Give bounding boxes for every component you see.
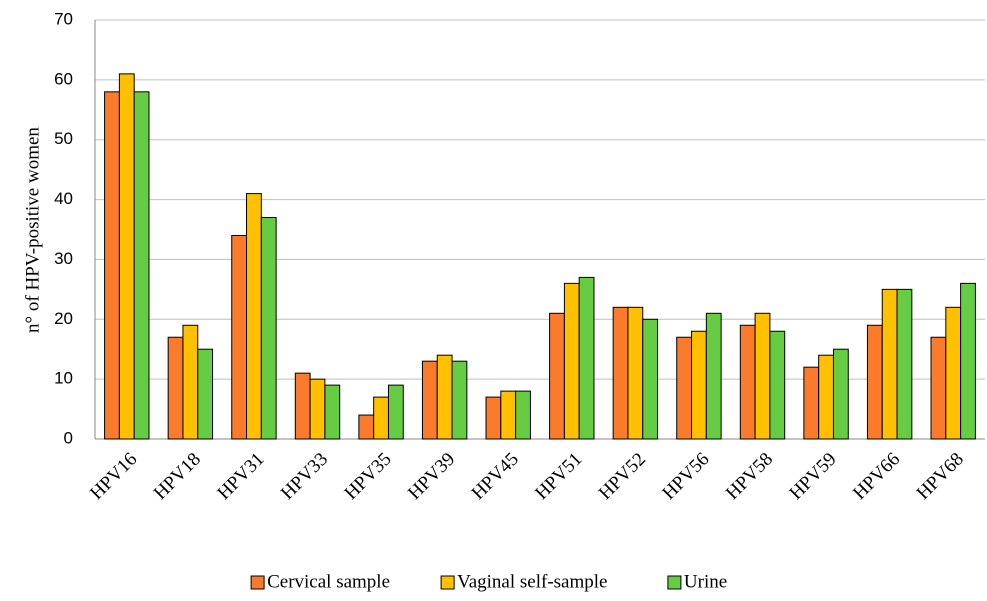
x-tick-label: HPV45 (468, 449, 523, 504)
legend-label: Vaginal self-sample (457, 571, 607, 592)
bar (421, 360, 438, 440)
bar (754, 312, 771, 440)
bar (373, 396, 389, 440)
y-axis-label: n° of HPV-positive women (22, 127, 43, 333)
bar (705, 312, 722, 440)
bar (387, 384, 404, 440)
bar (104, 91, 120, 440)
y-tick-label: 30 (54, 249, 73, 268)
legend-swatch (250, 575, 265, 590)
y-tick-label: 40 (54, 189, 73, 208)
legend-label: Urine (684, 571, 727, 592)
bar (642, 318, 659, 440)
bar (578, 276, 595, 440)
bar (485, 396, 502, 440)
bar (945, 306, 962, 440)
bar (896, 288, 913, 440)
bar (866, 324, 883, 440)
x-tick-label: HPV51 (531, 449, 586, 504)
bar (549, 312, 565, 440)
bar (515, 390, 531, 440)
x-tick-label: HPV16 (86, 449, 141, 504)
legend-swatch (667, 575, 682, 590)
bar (436, 354, 453, 440)
bar (739, 324, 756, 440)
x-tick-label: HPV39 (404, 449, 459, 504)
bar (231, 234, 248, 440)
bar (612, 306, 629, 440)
bar (294, 372, 311, 440)
bar (118, 73, 135, 440)
bar (324, 384, 341, 440)
bar (832, 348, 849, 440)
bar (691, 330, 707, 440)
bar (960, 282, 976, 440)
bar (197, 348, 214, 440)
bar (182, 324, 199, 440)
bar (627, 306, 644, 440)
x-tick-label: HPV52 (595, 449, 650, 504)
bar (358, 414, 375, 440)
bar (500, 390, 517, 440)
y-tick-label: 0 (64, 428, 73, 447)
bar (676, 336, 693, 440)
bar (451, 360, 468, 440)
x-tick-label: HPV58 (722, 449, 777, 504)
x-tick-label: HPV66 (849, 449, 904, 504)
bar (803, 366, 820, 440)
bar (167, 336, 184, 440)
bar (930, 336, 947, 440)
y-tick-label: 70 (54, 9, 73, 28)
bar (309, 378, 326, 440)
y-tick-label: 10 (54, 369, 73, 388)
bar (881, 288, 898, 440)
bar (769, 330, 786, 440)
x-tick-label: HPV31 (213, 449, 268, 504)
y-tick-label: 50 (54, 129, 73, 148)
legend-swatch (440, 575, 455, 590)
bar (818, 354, 834, 440)
x-tick-label: HPV56 (658, 449, 713, 504)
y-tick-label: 20 (54, 309, 73, 328)
y-tick-label: 60 (54, 69, 73, 88)
x-tick-label: HPV18 (150, 449, 205, 504)
x-tick-label: HPV33 (277, 449, 332, 504)
legend-label: Cervical sample (267, 571, 390, 592)
bar (246, 193, 262, 440)
x-tick-label: HPV68 (913, 449, 968, 504)
x-tick-label: HPV35 (341, 449, 396, 504)
bar (563, 282, 580, 440)
bar (260, 217, 277, 440)
x-tick-label: HPV59 (786, 449, 841, 504)
bar (133, 91, 150, 440)
